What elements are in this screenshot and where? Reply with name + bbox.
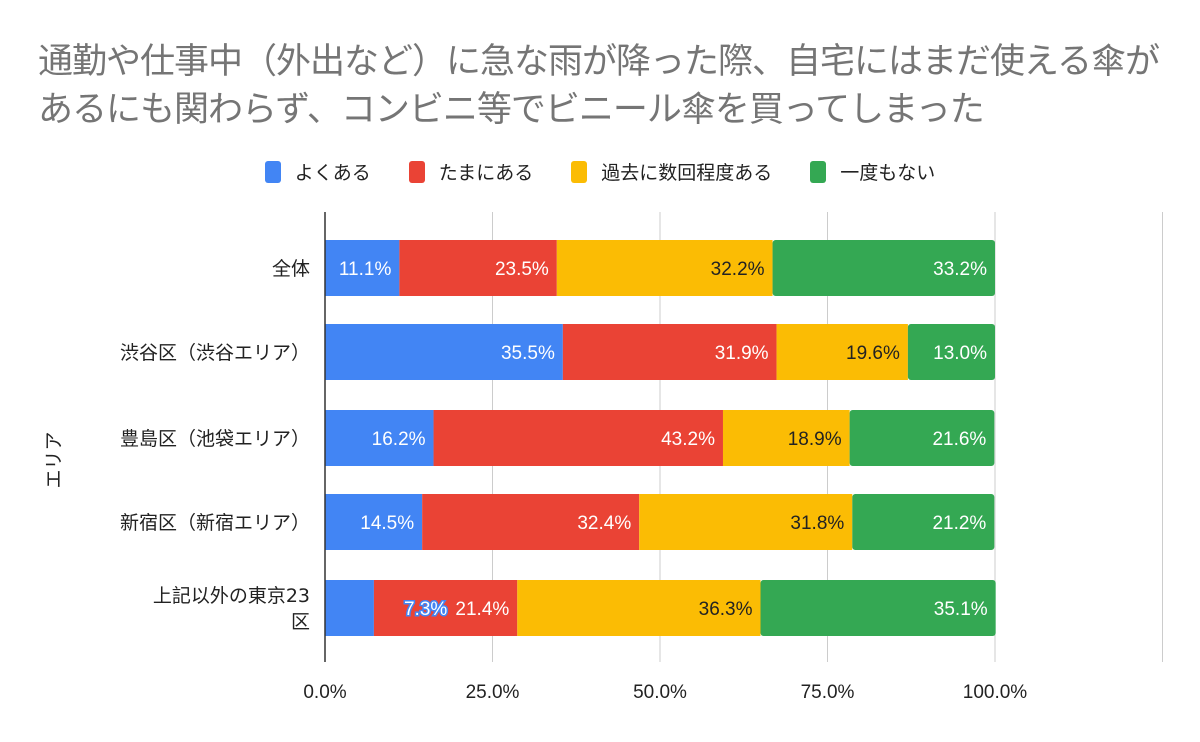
legend-swatch bbox=[571, 160, 588, 183]
bar-segment bbox=[373, 580, 518, 636]
x-tick-label: 75.0% bbox=[801, 682, 855, 703]
bar-segment bbox=[849, 410, 995, 466]
x-tick-label: 25.0% bbox=[466, 682, 520, 703]
data-label: 19.6% bbox=[846, 343, 900, 364]
bar-segment bbox=[325, 494, 423, 550]
data-label: 43.2% bbox=[661, 429, 715, 450]
data-label: 32.4% bbox=[577, 513, 631, 534]
bar-segment bbox=[399, 240, 557, 296]
legend-label: 一度もない bbox=[840, 162, 936, 184]
bar-segment bbox=[325, 324, 563, 380]
legend-label: 過去に数回程度ある bbox=[601, 162, 773, 184]
bar-segment bbox=[422, 494, 640, 550]
data-label: 7.3% bbox=[404, 599, 447, 620]
data-label: 21.6% bbox=[932, 429, 986, 450]
data-label: 16.2% bbox=[372, 429, 426, 450]
bar-segment bbox=[556, 240, 773, 296]
x-tick-label: 50.0% bbox=[633, 682, 687, 703]
bar-segment bbox=[562, 324, 777, 380]
legend-item: たまにある bbox=[408, 158, 534, 185]
data-label: 23.5% bbox=[495, 259, 549, 280]
bar-segment bbox=[639, 494, 853, 550]
legend: よくある たまにある 過去に数回程度ある 一度もない bbox=[0, 158, 1200, 185]
data-label: 13.0% bbox=[933, 343, 987, 364]
bar-segment bbox=[760, 580, 996, 636]
legend-label: よくある bbox=[294, 162, 371, 184]
bar-segment bbox=[325, 580, 374, 636]
chart-title: 通勤や仕事中（外出など）に急な雨が降った際、自宅にはまだ使える傘があるにも関わら… bbox=[38, 42, 1160, 130]
data-label: 11.1% bbox=[339, 259, 392, 280]
legend-item: よくある bbox=[264, 158, 371, 185]
category-label: 渋谷区（渋谷エリア） bbox=[120, 342, 310, 364]
category-label-cont: 区 bbox=[291, 611, 310, 633]
x-tick-label: 0.0% bbox=[303, 682, 346, 703]
category-label: 上記以外の東京23 bbox=[153, 585, 310, 607]
bar-segment bbox=[517, 580, 761, 636]
y-axis-title: エリア bbox=[43, 431, 65, 488]
legend-swatch bbox=[408, 160, 425, 183]
data-label: 35.5% bbox=[501, 343, 555, 364]
bar-segment bbox=[907, 324, 995, 380]
bar-segment bbox=[325, 410, 434, 466]
data-label: 14.5% bbox=[360, 513, 414, 534]
category-label: 豊島区（池袋エリア） bbox=[120, 428, 310, 450]
data-label: 18.9% bbox=[788, 429, 842, 450]
bar-segment bbox=[722, 410, 850, 466]
bar-segment bbox=[433, 410, 723, 466]
bar-segment bbox=[325, 240, 400, 296]
legend-item: 過去に数回程度ある bbox=[571, 158, 772, 185]
data-label: 21.2% bbox=[932, 513, 986, 534]
data-label: 31.8% bbox=[790, 513, 844, 534]
legend-swatch bbox=[810, 160, 827, 183]
category-label: 新宿区（新宿エリア） bbox=[120, 512, 310, 534]
bar-segment bbox=[776, 324, 908, 380]
x-tick-label: 100.0% bbox=[963, 682, 1028, 703]
category-label: 全体 bbox=[272, 258, 310, 280]
data-label: 32.2% bbox=[711, 259, 765, 280]
bar-segment bbox=[852, 494, 995, 550]
data-label: 36.3% bbox=[699, 599, 753, 620]
data-label: 21.4% bbox=[455, 599, 509, 620]
bar-segment bbox=[772, 240, 995, 296]
legend-label: たまにある bbox=[438, 162, 534, 184]
data-label: 35.1% bbox=[934, 599, 988, 620]
legend-item: 一度もない bbox=[810, 158, 935, 185]
data-label: 31.9% bbox=[715, 343, 769, 364]
data-label: 33.2% bbox=[933, 259, 987, 280]
legend-swatch bbox=[264, 160, 281, 183]
